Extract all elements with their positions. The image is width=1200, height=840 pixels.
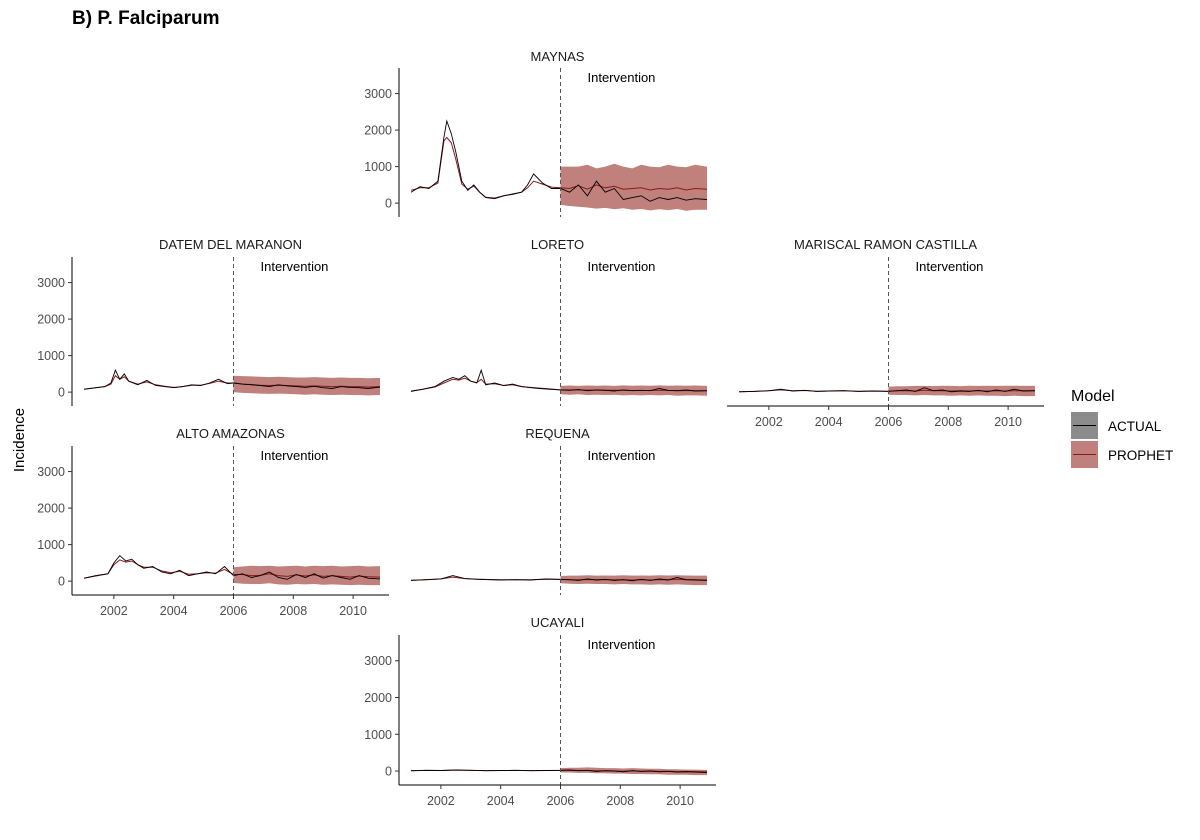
panel-title-mariscal-ramon-castilla: MARISCAL RAMON CASTILLA [794, 237, 977, 252]
x-tick-label: 2010 [994, 415, 1022, 429]
y-tick-label: 3000 [364, 654, 392, 668]
legend-key-prophet: PROPHET [1071, 441, 1173, 468]
intervention-label-maynas: Intervention [587, 70, 655, 85]
intervention-label-ucayali: Intervention [587, 637, 655, 652]
actual-line-requena [410, 575, 708, 582]
actual-line-loreto [410, 368, 708, 392]
intervention-label-alto-amazonas: Intervention [260, 448, 328, 463]
x-tick-label: 2006 [875, 415, 903, 429]
y-tick-label: 0 [385, 765, 392, 779]
y-tick-label: 2000 [364, 691, 392, 705]
panel-title-loreto: LORETO [531, 237, 584, 252]
panel-title-ucayali: UCAYALI [531, 615, 585, 630]
prophet-line-alto-amazonas [83, 559, 381, 579]
legend-label-prophet: PROPHET [1108, 448, 1173, 463]
panel-title-requena: REQUENA [525, 426, 590, 441]
prophet-interval-band-datem-del-maranon [233, 375, 380, 396]
y-tick-label: 0 [385, 197, 392, 211]
y-axis-title: Incidence [11, 408, 28, 472]
y-tick-label: 1000 [364, 160, 392, 174]
y-tick-label: 2000 [37, 313, 65, 327]
actual-line-ucayali [410, 769, 708, 773]
x-tick-label: 2002 [427, 794, 455, 808]
panel-requena: REQUENA Intervention [410, 426, 708, 595]
x-tick-label: 2008 [279, 604, 307, 618]
x-tick-label: 2004 [160, 604, 188, 618]
y-tick-label: 3000 [37, 465, 65, 479]
y-tick-label: 1000 [37, 538, 65, 552]
legend: Model ACTUAL PROPHET [1071, 388, 1173, 468]
x-tick-label: 2008 [934, 415, 962, 429]
x-tick-label: 2002 [755, 415, 783, 429]
panel-mariscal-ramon-castilla: MARISCAL RAMON CASTILLA Intervention 2002 2… [727, 237, 1044, 429]
prophet-line-maynas [410, 136, 708, 199]
legend-key-actual: ACTUAL [1071, 412, 1162, 439]
intervention-label-datem-del-maranon: Intervention [260, 259, 328, 274]
actual-line-alto-amazonas [83, 554, 381, 580]
x-tick-label: 2008 [606, 794, 634, 808]
y-tick-label: 0 [58, 386, 65, 400]
y-tick-label: 0 [58, 575, 65, 589]
y-tick-label: 1000 [364, 728, 392, 742]
y-tick-label: 2000 [37, 502, 65, 516]
y-tick-label: 3000 [37, 276, 65, 290]
intervention-label-mariscal-ramon-castilla: Intervention [915, 259, 983, 274]
x-tick-label: 2002 [100, 604, 128, 618]
y-tick-label: 2000 [364, 124, 392, 138]
legend-label-actual: ACTUAL [1108, 419, 1162, 434]
actual-line-maynas [410, 119, 708, 202]
intervention-label-requena: Intervention [587, 448, 655, 463]
x-tick-label: 2004 [815, 415, 843, 429]
panel-title-datem-del-maranon: DATEM DEL MARANON [159, 237, 302, 252]
panel-title-alto-amazonas: ALTO AMAZONAS [176, 426, 285, 441]
x-tick-label: 2006 [547, 794, 575, 808]
x-tick-label: 2004 [487, 794, 515, 808]
y-tick-label: 1000 [37, 349, 65, 363]
panel-datem-del-maranon: DATEM DEL MARANON Intervention 0 1000 2000 30… [37, 237, 381, 406]
x-tick-label: 2010 [666, 794, 694, 808]
figure-title: B) P. Falciparum [72, 8, 220, 29]
panel-title-maynas: MAYNAS [531, 49, 585, 64]
actual-line-datem-del-maranon [83, 369, 381, 390]
y-tick-label: 3000 [364, 87, 392, 101]
prophet-line-datem-del-maranon [83, 374, 381, 390]
x-tick-label: 2010 [339, 604, 367, 618]
legend-title: Model [1071, 388, 1115, 405]
panel-alto-amazonas: ALTO AMAZONAS Intervention 0 1000 2000 3000 20… [37, 426, 389, 618]
actual-line-mariscal-ramon-castilla [738, 387, 1036, 393]
x-tick-label: 2006 [220, 604, 248, 618]
intervention-label-loreto: Intervention [587, 259, 655, 274]
